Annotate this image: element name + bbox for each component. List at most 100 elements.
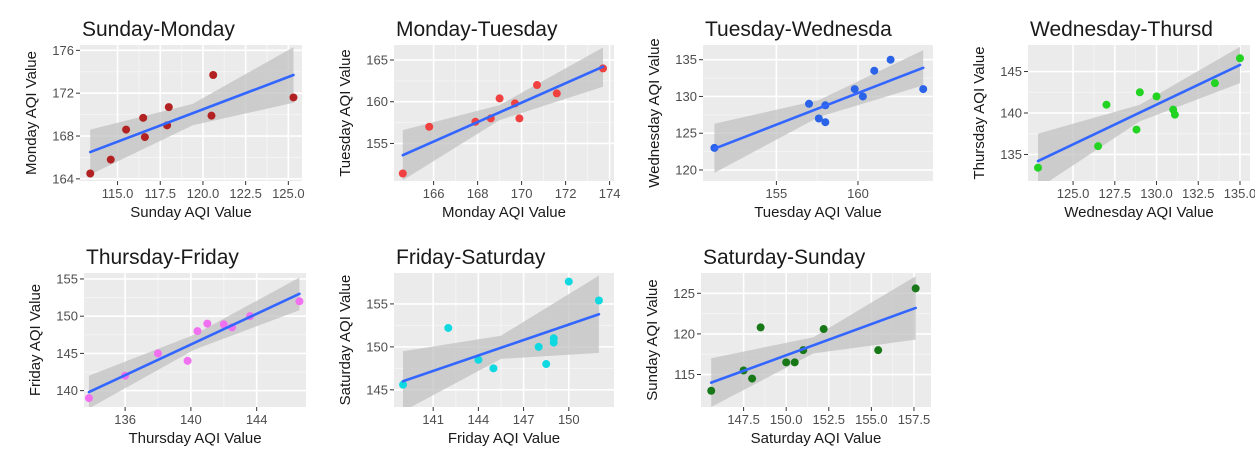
y-tick-label: 120 (673, 326, 695, 341)
x-tick-label: 117.5 (144, 186, 176, 201)
x-axis-title: Monday AQI Value (442, 204, 566, 221)
y-tick-label: 145 (366, 382, 388, 397)
regression-line (401, 312, 601, 383)
x-tick-label: 135.0 (1224, 186, 1255, 201)
y-tick-label: 150 (56, 309, 78, 324)
x-tick-label: 122.5 (229, 186, 262, 201)
data-point-3 (122, 125, 131, 134)
x-tick-label: 155 (766, 186, 788, 201)
y-tick-label: 172 (52, 86, 74, 101)
y-axis-title: Friday AQI Value (27, 284, 44, 396)
data-point-5 (1135, 88, 1144, 97)
x-tick-label: 141 (422, 412, 444, 427)
panel-5-thursday-friday: 136 140 144 140 145 150 155 Thursday-Friday Thur… (27, 246, 306, 447)
x-tick-label: 172 (555, 186, 577, 201)
y-tick-label: 120 (675, 162, 697, 177)
data-point-7 (858, 92, 867, 101)
data-point-8 (1170, 110, 1179, 119)
y-axis-title: Monday AQI Value (23, 51, 40, 175)
confidence-band (402, 47, 603, 181)
x-tick-label: 150.0 (770, 412, 803, 427)
data-point-7 (219, 320, 228, 329)
data-point-3 (474, 355, 483, 364)
x-axis-title: Tuesday AQI Value (754, 204, 882, 221)
x-axis-title: Friday AQI Value (448, 430, 560, 447)
y-tick-label: 155 (366, 136, 388, 151)
data-point-7 (515, 114, 524, 123)
x-tick-label: 140 (180, 412, 202, 427)
x-tick-label: 150 (558, 412, 580, 427)
data-point-1 (84, 394, 93, 403)
y-tick-label: 115 (674, 367, 695, 382)
data-point-1 (707, 386, 716, 395)
data-point-10 (911, 284, 920, 293)
y-tick-label: 164 (52, 171, 74, 186)
confidence-band (90, 47, 294, 175)
y-tick-label: 155 (56, 271, 78, 286)
data-point-1 (1034, 163, 1043, 172)
panel-title: Friday-Saturday (396, 246, 546, 269)
data-point-3 (814, 114, 823, 123)
y-tick-label: 150 (366, 339, 388, 354)
panel-7-saturday-sunday: 147.5 150.0 152.5 155.0 157.5 115 120 125 Saturd… (644, 246, 931, 447)
x-tick-label: 168 (467, 186, 489, 201)
data-point-4 (756, 323, 765, 332)
x-tick-label: 125.0 (1057, 186, 1090, 201)
y-tick-label: 130 (675, 89, 697, 104)
confidence-band (711, 276, 916, 407)
x-tick-label: 144 (246, 412, 268, 427)
data-point-10 (919, 85, 928, 94)
data-point-9 (1210, 79, 1219, 88)
data-point-1 (398, 169, 407, 178)
data-point-8 (533, 81, 541, 90)
y-axis-title: Tuesday AQI Value (337, 49, 354, 177)
x-tick-label: 157.5 (898, 412, 931, 427)
y-axis-title: Thursday AQI Value (971, 46, 988, 179)
x-tick-label: 152.5 (813, 412, 846, 427)
x-tick-label: 136 (114, 412, 136, 427)
x-axis-title: Thursday AQI Value (128, 430, 261, 447)
data-point-6 (790, 358, 799, 367)
x-tick-label: 115.0 (102, 186, 134, 201)
data-point-9 (564, 277, 573, 286)
data-point-9 (886, 55, 895, 64)
y-tick-label: 145 (56, 346, 78, 361)
regression-line (1036, 63, 1242, 163)
data-point-4 (183, 356, 192, 365)
x-tick-label: 166 (423, 186, 445, 201)
regression-line (88, 73, 295, 154)
data-point-5 (821, 118, 830, 127)
regression-line (401, 65, 605, 157)
x-axis-title: Saturday AQI Value (751, 430, 882, 447)
data-point-10 (295, 297, 304, 306)
x-tick-label: 170 (511, 186, 533, 201)
y-axis-title: Sunday AQI Value (644, 279, 661, 400)
regression-line (87, 292, 301, 394)
panel-1-sunday-monday: 115.0 117.5 120.0 122.5 125.0 164 168 172 176 Sun… (23, 18, 305, 221)
x-tick-label: 127.5 (1099, 186, 1132, 201)
y-tick-label: 140 (1000, 106, 1022, 121)
x-tick-label: 155.0 (855, 412, 888, 427)
data-point-10 (289, 93, 298, 102)
data-point-9 (874, 346, 883, 355)
y-tick-label: 165 (366, 53, 388, 68)
y-tick-label: 140 (56, 383, 78, 398)
x-axis-title: Sunday AQI Value (130, 204, 251, 221)
data-point-2 (106, 155, 115, 164)
data-point-10 (594, 296, 603, 305)
data-point-6 (1152, 92, 1161, 101)
data-point-8 (549, 338, 558, 347)
x-axis-title: Wednesday AQI Value (1064, 204, 1214, 221)
data-point-8 (819, 325, 828, 334)
data-point-7 (164, 103, 173, 112)
panel-title: Tuesday-Wednesda (705, 18, 892, 41)
panel-title: Thursday-Friday (86, 246, 239, 269)
panel-3-tuesday-wednesda: 155 160 120 125 130 135 Tuesday-Wednesda Tuesda… (646, 18, 933, 221)
x-tick-label: 125.0 (272, 186, 305, 201)
confidence-band (403, 275, 599, 407)
x-tick-label: 132.5 (1182, 186, 1215, 201)
y-tick-label: 125 (675, 126, 697, 141)
data-point-3 (748, 374, 757, 383)
y-tick-label: 145 (1000, 64, 1022, 79)
data-point-9 (552, 89, 561, 98)
